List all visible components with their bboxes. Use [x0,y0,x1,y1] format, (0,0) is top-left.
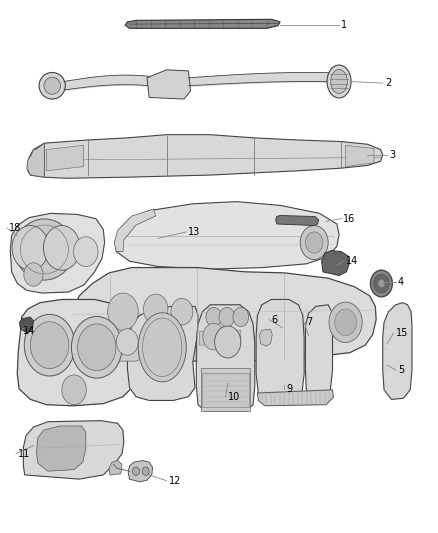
Polygon shape [128,461,152,482]
Polygon shape [305,305,332,399]
Polygon shape [109,461,122,475]
Text: 7: 7 [306,317,313,327]
Ellipse shape [331,69,347,93]
Circle shape [43,225,80,270]
Polygon shape [28,135,383,178]
Circle shape [171,298,193,325]
Circle shape [117,329,138,356]
Polygon shape [11,213,105,293]
Polygon shape [256,300,304,402]
Text: 9: 9 [287,384,293,394]
Circle shape [374,274,389,293]
Circle shape [144,294,168,324]
Text: 14: 14 [22,326,35,336]
Circle shape [30,322,69,368]
Ellipse shape [327,65,351,98]
Circle shape [142,467,149,475]
Polygon shape [71,268,376,361]
Polygon shape [23,421,124,479]
Text: 6: 6 [272,314,278,325]
Text: 10: 10 [228,392,240,402]
Polygon shape [19,317,33,333]
Polygon shape [17,300,143,406]
Polygon shape [202,373,249,407]
Circle shape [78,324,116,370]
Polygon shape [321,251,349,276]
Text: 4: 4 [398,278,404,287]
Polygon shape [109,344,154,361]
Text: 18: 18 [10,223,21,233]
Circle shape [108,293,138,330]
Polygon shape [127,306,198,400]
Polygon shape [46,146,84,171]
Text: 16: 16 [343,214,356,224]
Text: 11: 11 [18,449,30,458]
Polygon shape [258,390,333,406]
Circle shape [133,467,140,475]
Text: 5: 5 [398,365,404,375]
Circle shape [371,270,392,297]
Circle shape [329,302,362,343]
Ellipse shape [39,72,65,99]
Circle shape [24,263,43,286]
Circle shape [12,225,49,270]
Text: 13: 13 [188,227,201,237]
Polygon shape [276,215,318,225]
Polygon shape [383,303,412,399]
Circle shape [305,232,323,253]
Ellipse shape [15,219,74,280]
Text: 2: 2 [385,78,391,88]
Polygon shape [115,201,339,269]
Circle shape [378,279,385,288]
Polygon shape [346,146,374,166]
Ellipse shape [138,313,186,382]
Polygon shape [125,19,280,28]
Circle shape [219,308,235,327]
Ellipse shape [44,77,60,94]
Circle shape [74,237,98,266]
Circle shape [335,309,357,336]
Circle shape [71,317,122,378]
Text: 3: 3 [389,150,396,160]
Polygon shape [199,330,241,345]
Polygon shape [36,426,86,471]
Text: 14: 14 [346,256,358,266]
Polygon shape [201,368,251,411]
Polygon shape [27,143,44,177]
Polygon shape [114,209,155,252]
Circle shape [203,324,225,350]
Text: 1: 1 [341,20,347,30]
Polygon shape [147,70,191,99]
Circle shape [300,225,328,260]
Circle shape [24,314,75,376]
Circle shape [206,308,222,327]
Circle shape [215,326,241,358]
Circle shape [233,308,249,327]
Text: 15: 15 [396,328,408,338]
Text: 12: 12 [169,476,181,486]
Polygon shape [260,329,272,346]
Circle shape [62,375,86,405]
Polygon shape [196,305,255,411]
